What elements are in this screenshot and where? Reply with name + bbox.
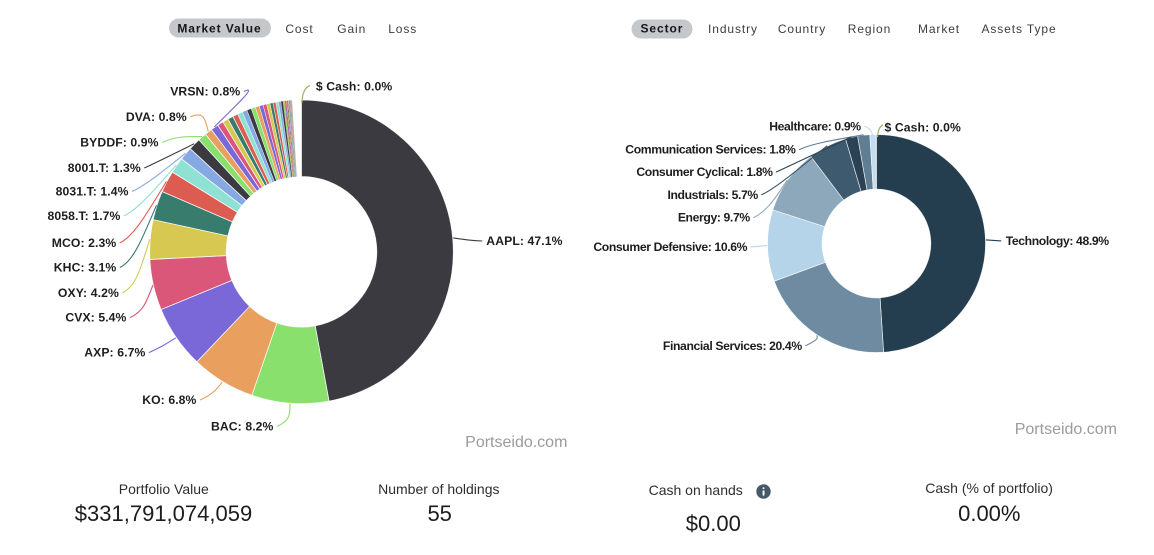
svg-text:$ Cash: 0.0%: $ Cash: 0.0% <box>316 80 392 94</box>
svg-text:CVX: 5.4%: CVX: 5.4% <box>65 311 126 325</box>
svg-text:VRSN: 0.8%: VRSN: 0.8% <box>170 85 240 99</box>
svg-text:8031.T: 1.4%: 8031.T: 1.4% <box>56 185 129 199</box>
svg-text:AAPL: 47.1%: AAPL: 47.1% <box>486 234 562 248</box>
svg-text:Consumer Defensive: 10.6%: Consumer Defensive: 10.6% <box>593 240 747 254</box>
svg-text:Energy: 9.7%: Energy: 9.7% <box>678 211 751 225</box>
svg-text:8058.T: 1.7%: 8058.T: 1.7% <box>47 209 120 223</box>
svg-text:8001.T: 1.3%: 8001.T: 1.3% <box>68 161 141 175</box>
svg-text:Technology: 48.9%: Technology: 48.9% <box>1006 234 1110 248</box>
svg-text:KHC: 3.1%: KHC: 3.1% <box>54 261 117 275</box>
svg-text:Communication Services: 1.8%: Communication Services: 1.8% <box>625 143 796 157</box>
svg-text:MCO: 2.3%: MCO: 2.3% <box>52 236 117 250</box>
svg-text:$ Cash: 0.0%: $ Cash: 0.0% <box>885 121 961 135</box>
svg-text:AXP: 6.7%: AXP: 6.7% <box>84 346 145 360</box>
svg-text:Consumer Cyclical: 1.8%: Consumer Cyclical: 1.8% <box>636 165 773 179</box>
svg-text:DVA: 0.8%: DVA: 0.8% <box>126 110 187 124</box>
svg-text:Financial Services: 20.4%: Financial Services: 20.4% <box>663 339 802 353</box>
svg-text:Industrials: 5.7%: Industrials: 5.7% <box>667 188 758 202</box>
svg-text:BYDDF: 0.9%: BYDDF: 0.9% <box>80 136 158 150</box>
svg-text:KO: 6.8%: KO: 6.8% <box>142 393 196 407</box>
svg-text:Healthcare: 0.9%: Healthcare: 0.9% <box>769 119 861 133</box>
svg-text:BAC: 8.2%: BAC: 8.2% <box>211 420 274 434</box>
svg-text:OXY: 4.2%: OXY: 4.2% <box>58 286 119 300</box>
